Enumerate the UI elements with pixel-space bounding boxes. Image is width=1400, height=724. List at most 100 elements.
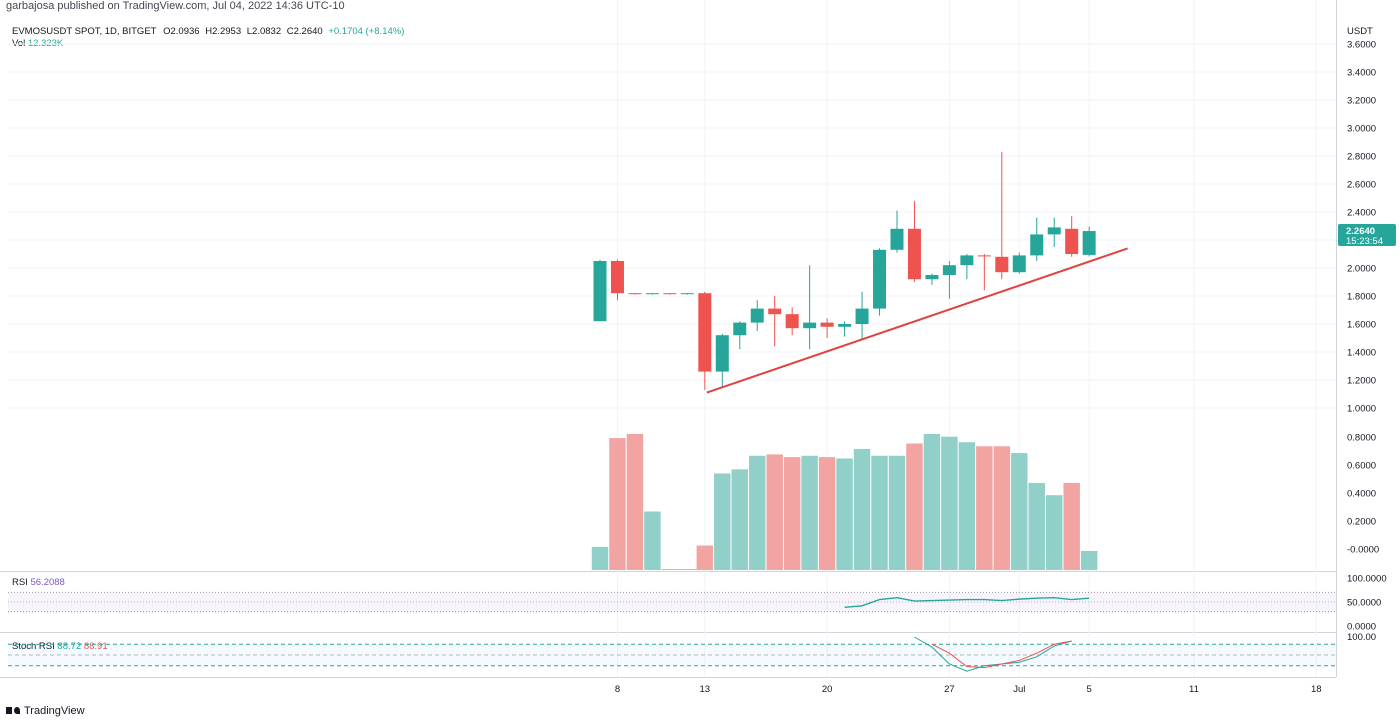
currency-label: USDT — [1347, 26, 1373, 37]
candle-body[interactable] — [855, 308, 869, 324]
price-tick-label: 3.0000 — [1347, 124, 1376, 135]
volume-bar — [766, 454, 783, 570]
price-tick-label: 3.4000 — [1347, 68, 1376, 79]
volume-bar — [626, 434, 644, 570]
symbol-label[interactable]: EVMOSUSDT SPOT, 1D, BITGET — [12, 26, 157, 37]
trendline[interactable] — [706, 247, 1128, 394]
candle-body[interactable] — [977, 255, 991, 257]
stoch-d-line — [931, 640, 1072, 669]
volume-bar — [993, 446, 1011, 570]
candle-body[interactable] — [803, 322, 817, 329]
volume-bar — [836, 458, 853, 570]
price-tick-label: 1.2000 — [1347, 376, 1376, 387]
candle-body[interactable] — [750, 308, 764, 323]
candle-body[interactable] — [995, 256, 1009, 273]
price-tick-label: 1.6000 — [1347, 320, 1376, 331]
legend-open: O2.0936 — [163, 26, 200, 37]
price-tick-label: 3.6000 — [1347, 40, 1376, 51]
time-tick-label: 5 — [1087, 684, 1092, 695]
stoch-rsi-legend: Stoch RSI 88.72 88.91 — [12, 641, 108, 652]
rsi-label[interactable]: RSI — [12, 577, 28, 588]
candle-body[interactable] — [1082, 231, 1096, 255]
stoch-rsi-label[interactable]: Stoch RSI — [12, 641, 55, 652]
volume-bar — [696, 545, 714, 570]
candle-body[interactable] — [628, 293, 642, 295]
candle-body[interactable] — [593, 261, 607, 322]
rsi-tick-label: 50.0000 — [1347, 598, 1381, 609]
candle-body[interactable] — [942, 265, 956, 275]
rsi-line — [844, 596, 1090, 608]
volume-bar — [976, 446, 993, 570]
candle-body[interactable] — [610, 261, 624, 294]
stoch-k-line — [914, 636, 1072, 672]
time-tick-label: Jul — [1013, 684, 1025, 695]
candle-body[interactable] — [663, 293, 677, 295]
volume-bar — [888, 455, 906, 570]
volume-bar — [818, 457, 836, 570]
candle-body[interactable] — [907, 228, 921, 280]
legend-close: C2.2640 — [286, 26, 323, 37]
rsi-band — [8, 592, 1336, 612]
price-tick-label: 2.6000 — [1347, 180, 1376, 191]
rsi-legend: RSI 56.2088 — [12, 577, 65, 588]
last-price-label: 2.2640 — [1346, 226, 1375, 237]
stoch-d-value: 88.91 — [83, 641, 108, 652]
volume-bar — [871, 455, 888, 570]
candle-body[interactable] — [645, 293, 659, 295]
legend-change: +0.1704 (+8.14%) — [328, 26, 405, 37]
volume-bar — [906, 443, 923, 570]
stoch-tick-label: 100.00 — [1347, 632, 1376, 643]
legend-high: H2.2953 — [205, 26, 242, 37]
candle-body[interactable] — [925, 275, 939, 280]
volume-bar — [923, 434, 941, 570]
price-tick-label: 2.0000 — [1347, 264, 1376, 275]
time-tick-label: 11 — [1189, 684, 1199, 695]
stoch-band — [8, 644, 1336, 666]
time-tick-label: 13 — [700, 684, 711, 695]
published-caption: garbajosa published on TradingView.com, … — [6, 0, 345, 12]
countdown-label: 15:23:54 — [1346, 236, 1383, 247]
rsi-tick-label: 100.0000 — [1347, 574, 1387, 585]
volume-bar — [941, 436, 958, 570]
volume-bar — [1063, 482, 1080, 570]
candle-body[interactable] — [1030, 234, 1044, 256]
tradingview-logo-icon — [6, 706, 20, 716]
candle-body[interactable] — [1065, 228, 1079, 254]
footer-brand: TradingView — [6, 705, 85, 717]
candle-body[interactable] — [890, 228, 904, 250]
legend-low: L2.0832 — [246, 26, 282, 37]
volume-bar — [801, 455, 818, 570]
volume-bar — [1080, 550, 1098, 570]
brand-label: TradingView — [24, 705, 85, 717]
candle-body[interactable] — [1047, 227, 1061, 235]
candle-body[interactable] — [1012, 255, 1026, 273]
candle-body[interactable] — [698, 293, 712, 372]
volume-bar — [1028, 482, 1045, 570]
volume-bar — [1011, 453, 1028, 570]
candle-body[interactable] — [680, 293, 694, 295]
rsi-tick-label: 0.0000 — [1347, 622, 1376, 633]
volume-tick-label: 0.6000 — [1347, 461, 1376, 472]
price-tick-label: 2.8000 — [1347, 152, 1376, 163]
candle-body[interactable] — [960, 255, 974, 266]
price-tick-label: 1.4000 — [1347, 348, 1376, 359]
candle-body[interactable] — [733, 322, 747, 336]
volume-bar — [591, 546, 609, 570]
candle-body[interactable] — [768, 308, 782, 315]
price-tick-label: 3.2000 — [1347, 96, 1376, 107]
rsi-value: 56.2088 — [30, 577, 65, 588]
volume-bar — [644, 511, 661, 570]
candle-body[interactable] — [785, 314, 799, 329]
candle-body[interactable] — [715, 335, 729, 372]
time-tick-label: 20 — [822, 684, 833, 695]
time-tick-label: 8 — [615, 684, 620, 695]
volume-tick-label: 0.8000 — [1347, 433, 1376, 444]
candle-body[interactable] — [873, 249, 887, 309]
last-price-tag — [1338, 224, 1396, 247]
candle-body[interactable] — [838, 324, 852, 327]
price-tick-label: 2.4000 — [1347, 208, 1376, 219]
time-tick-label: 18 — [1311, 684, 1322, 695]
volume-bar — [783, 457, 801, 570]
candle-body[interactable] — [820, 322, 834, 327]
